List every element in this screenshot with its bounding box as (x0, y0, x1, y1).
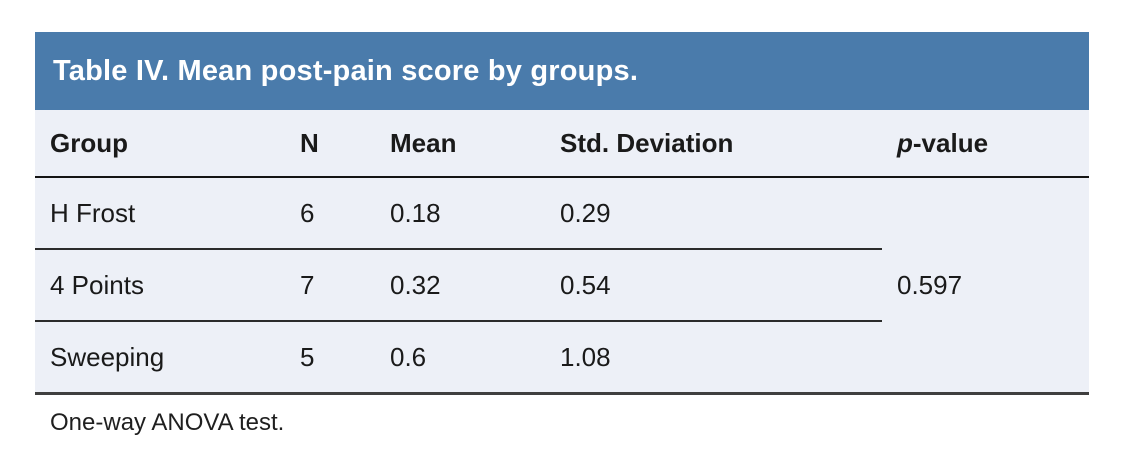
col-header-group: Group (35, 110, 285, 178)
table-title: Table IV. Mean post-pain score by groups… (53, 54, 639, 87)
data-table: Group N Mean Std. Deviation p-value H Fr… (35, 110, 1089, 395)
cell-std-deviation: 1.08 (560, 341, 611, 372)
stats-table-card: Table IV. Mean post-pain score by groups… (35, 32, 1089, 437)
cell-group: 4 Points (35, 249, 285, 322)
p-value-header-italic-p: p (897, 127, 913, 158)
cell-std-deviation: 0.29 (545, 177, 882, 250)
table-row-sweeping: Sweeping 5 0.6 1.08 (35, 321, 1089, 394)
col-header-p-value: p-value (882, 110, 1089, 178)
table-row-4-points: 4 Points 7 0.32 0.54 (35, 249, 1089, 322)
cell-p-value: 0.597 (897, 269, 963, 300)
cell-group: Sweeping (50, 341, 165, 372)
cell-n: 5 (300, 341, 315, 372)
table-row-h-frost: H Frost 6 0.18 0.29 0.597 (35, 177, 1089, 300)
col-header-std-deviation: Std. Deviation (545, 110, 882, 178)
cell-n: 7 (285, 249, 375, 322)
cell-group: H Frost (35, 177, 285, 250)
cell-std-deviation: 0.54 (545, 249, 882, 322)
header-row: Group N Mean Std. Deviation p-value (35, 110, 1089, 178)
cell-mean: 0.18 (375, 177, 545, 250)
cell-n: 6 (285, 177, 375, 250)
cell-mean: 0.6 (390, 341, 427, 372)
table-footnote: One-way ANOVA test. (50, 409, 285, 436)
cell-mean: 0.32 (375, 249, 545, 322)
p-value-header-rest: -value (912, 127, 989, 158)
col-header-n: N (285, 110, 375, 178)
table-title-bar: Table IV. Mean post-pain score by groups… (35, 32, 1089, 110)
col-header-mean: Mean (375, 110, 545, 178)
